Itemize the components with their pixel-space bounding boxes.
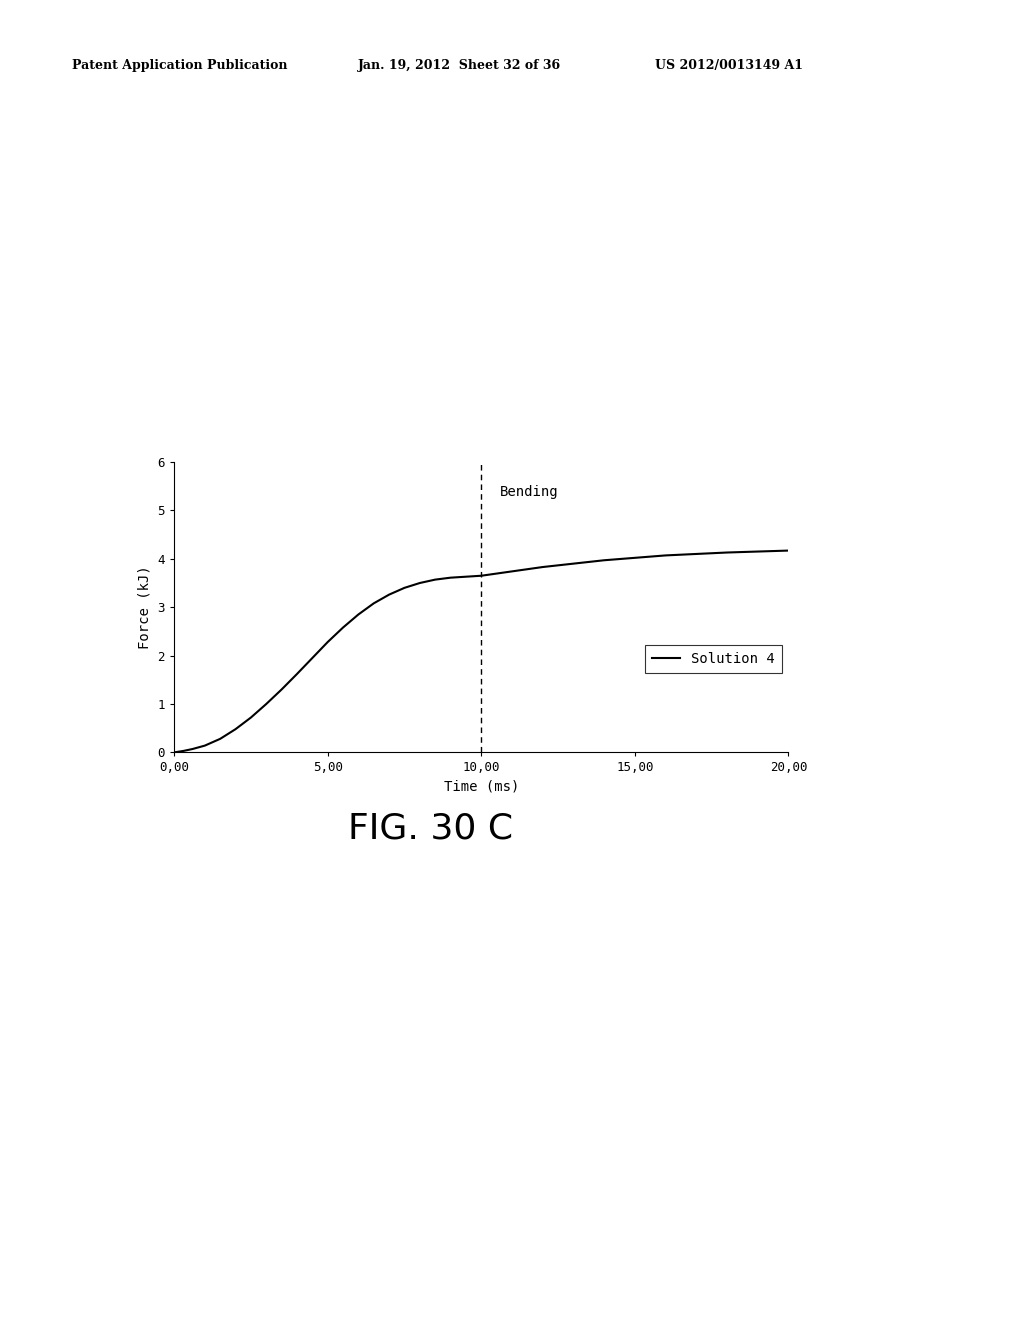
Text: FIG. 30 C: FIG. 30 C xyxy=(347,812,513,846)
X-axis label: Time (ms): Time (ms) xyxy=(443,780,519,795)
Text: Bending: Bending xyxy=(500,484,558,499)
Legend: Solution 4: Solution 4 xyxy=(645,645,781,673)
Text: Jan. 19, 2012  Sheet 32 of 36: Jan. 19, 2012 Sheet 32 of 36 xyxy=(358,59,561,73)
Text: US 2012/0013149 A1: US 2012/0013149 A1 xyxy=(655,59,804,73)
Y-axis label: Force (kJ): Force (kJ) xyxy=(138,565,152,649)
Text: Patent Application Publication: Patent Application Publication xyxy=(72,59,287,73)
